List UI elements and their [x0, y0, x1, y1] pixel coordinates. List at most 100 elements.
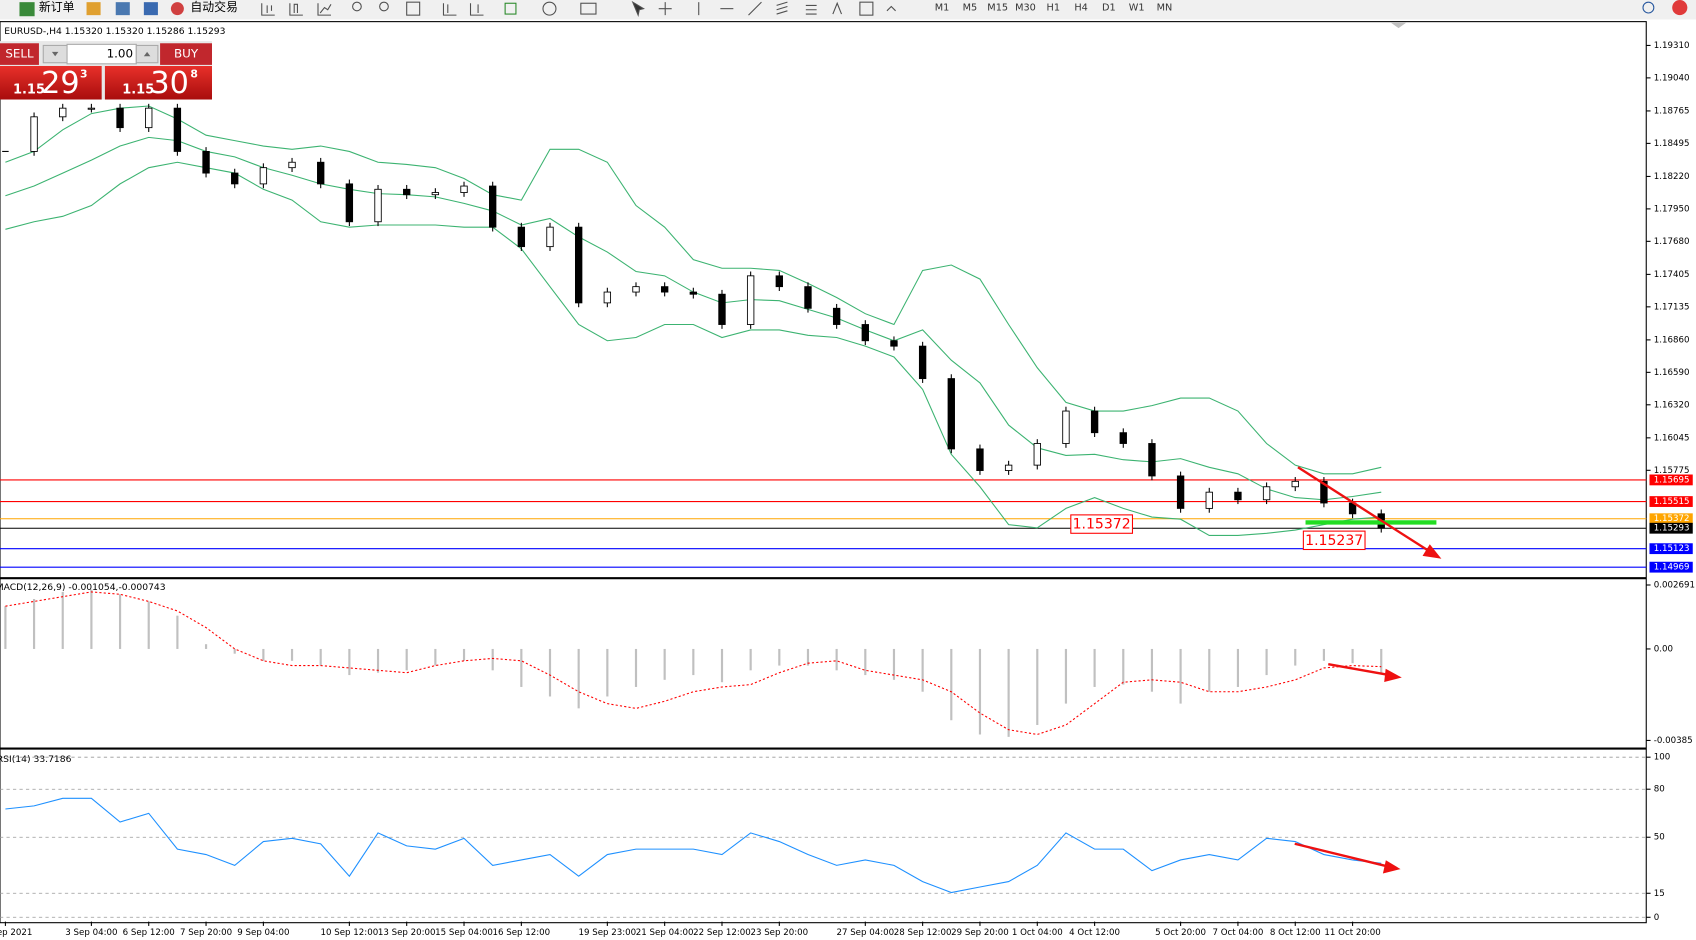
- timeframe-button[interactable]: M15: [987, 3, 1008, 14]
- candle: [804, 286, 812, 309]
- macd-bar: [663, 648, 666, 680]
- timeframe-button[interactable]: M30: [1015, 3, 1036, 14]
- macd-bar: [835, 648, 838, 671]
- price-level-label: 1.14969: [1654, 563, 1690, 573]
- candle-icon[interactable]: [289, 3, 303, 16]
- macd-bar: [118, 594, 122, 649]
- macd-bar: [405, 648, 408, 671]
- timeframe-button[interactable]: H1: [1047, 3, 1060, 14]
- candle: [517, 226, 526, 248]
- alerts-icon[interactable]: [1672, 0, 1688, 16]
- label-icon[interactable]: [859, 1, 874, 16]
- macd-bar: [1380, 648, 1383, 674]
- new-order-icon[interactable]: [19, 2, 35, 17]
- timeframe-button[interactable]: W1: [1129, 3, 1145, 14]
- x-tick-label: 10 Sep 12:00: [321, 928, 379, 938]
- candle: [1062, 410, 1070, 444]
- sell-label[interactable]: SELL: [5, 47, 34, 61]
- y-tick-label: 1.18495: [1654, 139, 1690, 149]
- y-tick-label: 1.17405: [1654, 270, 1690, 280]
- candle: [231, 172, 239, 185]
- price-level-box: [1649, 513, 1693, 525]
- y-tick-label: 1.19310: [1654, 41, 1690, 51]
- macd-bar: [1150, 648, 1154, 692]
- candle: [145, 107, 153, 129]
- trade-panel: SELL 1.00 BUY 1.15 29 3 1.15 30 8: [0, 41, 212, 101]
- bid-head: 1.15: [13, 82, 45, 97]
- macd-bar: [1122, 648, 1125, 685]
- y-tick-label: 50: [1654, 833, 1665, 843]
- lot-down-arrow: [51, 51, 59, 57]
- y-tick-label: 1.18220: [1654, 172, 1690, 182]
- macd-bar: [1322, 648, 1325, 661]
- new-order-button[interactable]: 新订单: [39, 0, 75, 14]
- trendline-icon[interactable]: [748, 1, 762, 16]
- shift-marker: [1390, 22, 1407, 29]
- arrow-head: [1384, 668, 1402, 682]
- scroll-icon[interactable]: [442, 3, 457, 16]
- x-tick-label: 19 Sep 23:00: [578, 928, 636, 938]
- templates-icon[interactable]: [580, 2, 597, 15]
- auto-trading-icon[interactable]: [170, 2, 184, 16]
- chart-frame: [0, 21, 1647, 924]
- tool-icon[interactable]: [143, 2, 158, 16]
- buy-label[interactable]: BUY: [174, 47, 199, 61]
- price-level-box: [1649, 496, 1693, 507]
- x-tick-label: 22 Sep 12:00: [693, 928, 751, 938]
- lot-value[interactable]: 1.00: [107, 47, 133, 61]
- price-level-label: 1.15123: [1654, 544, 1690, 554]
- macd-bar: [1236, 648, 1240, 687]
- timeframe-button[interactable]: MN: [1157, 3, 1173, 14]
- periods-icon[interactable]: [542, 1, 557, 16]
- timeframe-button[interactable]: M1: [935, 3, 950, 14]
- search-icon[interactable]: [1642, 1, 1655, 14]
- macd-bar: [90, 589, 93, 649]
- timeframe-button[interactable]: H4: [1074, 3, 1087, 14]
- line-icon[interactable]: [317, 3, 332, 16]
- candle: [1176, 475, 1185, 509]
- candle: [87, 107, 96, 110]
- cursor-icon[interactable]: [631, 0, 645, 17]
- zoom-out-icon[interactable]: [379, 1, 389, 12]
- x-tick-label: 3 Sep 04:00: [65, 928, 117, 938]
- macd-bar: [1265, 648, 1268, 676]
- macd-bar: [978, 648, 982, 735]
- x-tick-label: 8 Oct 12:00: [1270, 928, 1321, 938]
- bid-box[interactable]: [0, 65, 102, 100]
- y-tick-label: 1.16320: [1654, 400, 1690, 410]
- shift-icon[interactable]: [469, 3, 484, 16]
- tile-icon[interactable]: [406, 1, 421, 16]
- channel-icon[interactable]: [776, 1, 788, 15]
- crosshair-icon[interactable]: [658, 2, 672, 16]
- y-tick-label: 1.18765: [1654, 106, 1690, 116]
- indicators-icon[interactable]: [504, 2, 517, 15]
- macd-bar: [176, 615, 179, 649]
- macd-title: MACD(12,26,9) -0.001054,-0.000743: [0, 582, 166, 593]
- y-tick-label: 1.17135: [1654, 302, 1690, 312]
- x-tick-label: 27 Sep 04:00: [836, 928, 894, 938]
- buy-button[interactable]: [160, 43, 212, 65]
- timeframe-button[interactable]: D1: [1102, 3, 1116, 14]
- arrows-icon[interactable]: [886, 5, 896, 12]
- tool-icon[interactable]: [115, 2, 130, 16]
- macd-bar: [892, 648, 896, 680]
- auto-trading-button[interactable]: 自动交易: [190, 0, 237, 14]
- ask-box[interactable]: [104, 65, 212, 100]
- timeframe-button[interactable]: M5: [963, 3, 978, 14]
- price-level-label: 1.15515: [1654, 497, 1690, 507]
- candle: [976, 448, 984, 471]
- fibo-icon[interactable]: [805, 4, 817, 15]
- text-icon[interactable]: [832, 1, 843, 15]
- arrow-head: [1382, 860, 1401, 874]
- macd-bar: [1294, 648, 1297, 666]
- price-level-label: 1.15372: [1654, 514, 1690, 524]
- zoom-in-icon[interactable]: [352, 1, 362, 12]
- sell-button[interactable]: [0, 43, 39, 65]
- y-tick-label: 1.16045: [1654, 433, 1690, 443]
- candle: [775, 275, 783, 288]
- tool-icon[interactable]: [86, 2, 101, 16]
- band-line: [5, 105, 1382, 475]
- bar-chart-icon[interactable]: [261, 3, 275, 16]
